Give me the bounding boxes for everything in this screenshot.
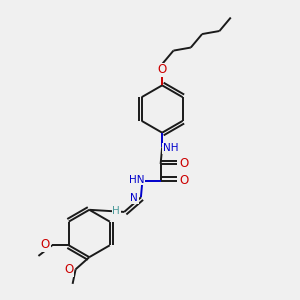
Text: HN: HN: [129, 175, 145, 185]
Text: O: O: [179, 157, 189, 170]
Text: H: H: [112, 206, 120, 216]
Text: O: O: [41, 238, 50, 251]
Text: O: O: [64, 263, 74, 276]
Text: NH: NH: [163, 143, 178, 153]
Text: O: O: [158, 63, 167, 76]
Text: O: O: [179, 174, 189, 187]
Text: N: N: [130, 193, 138, 203]
